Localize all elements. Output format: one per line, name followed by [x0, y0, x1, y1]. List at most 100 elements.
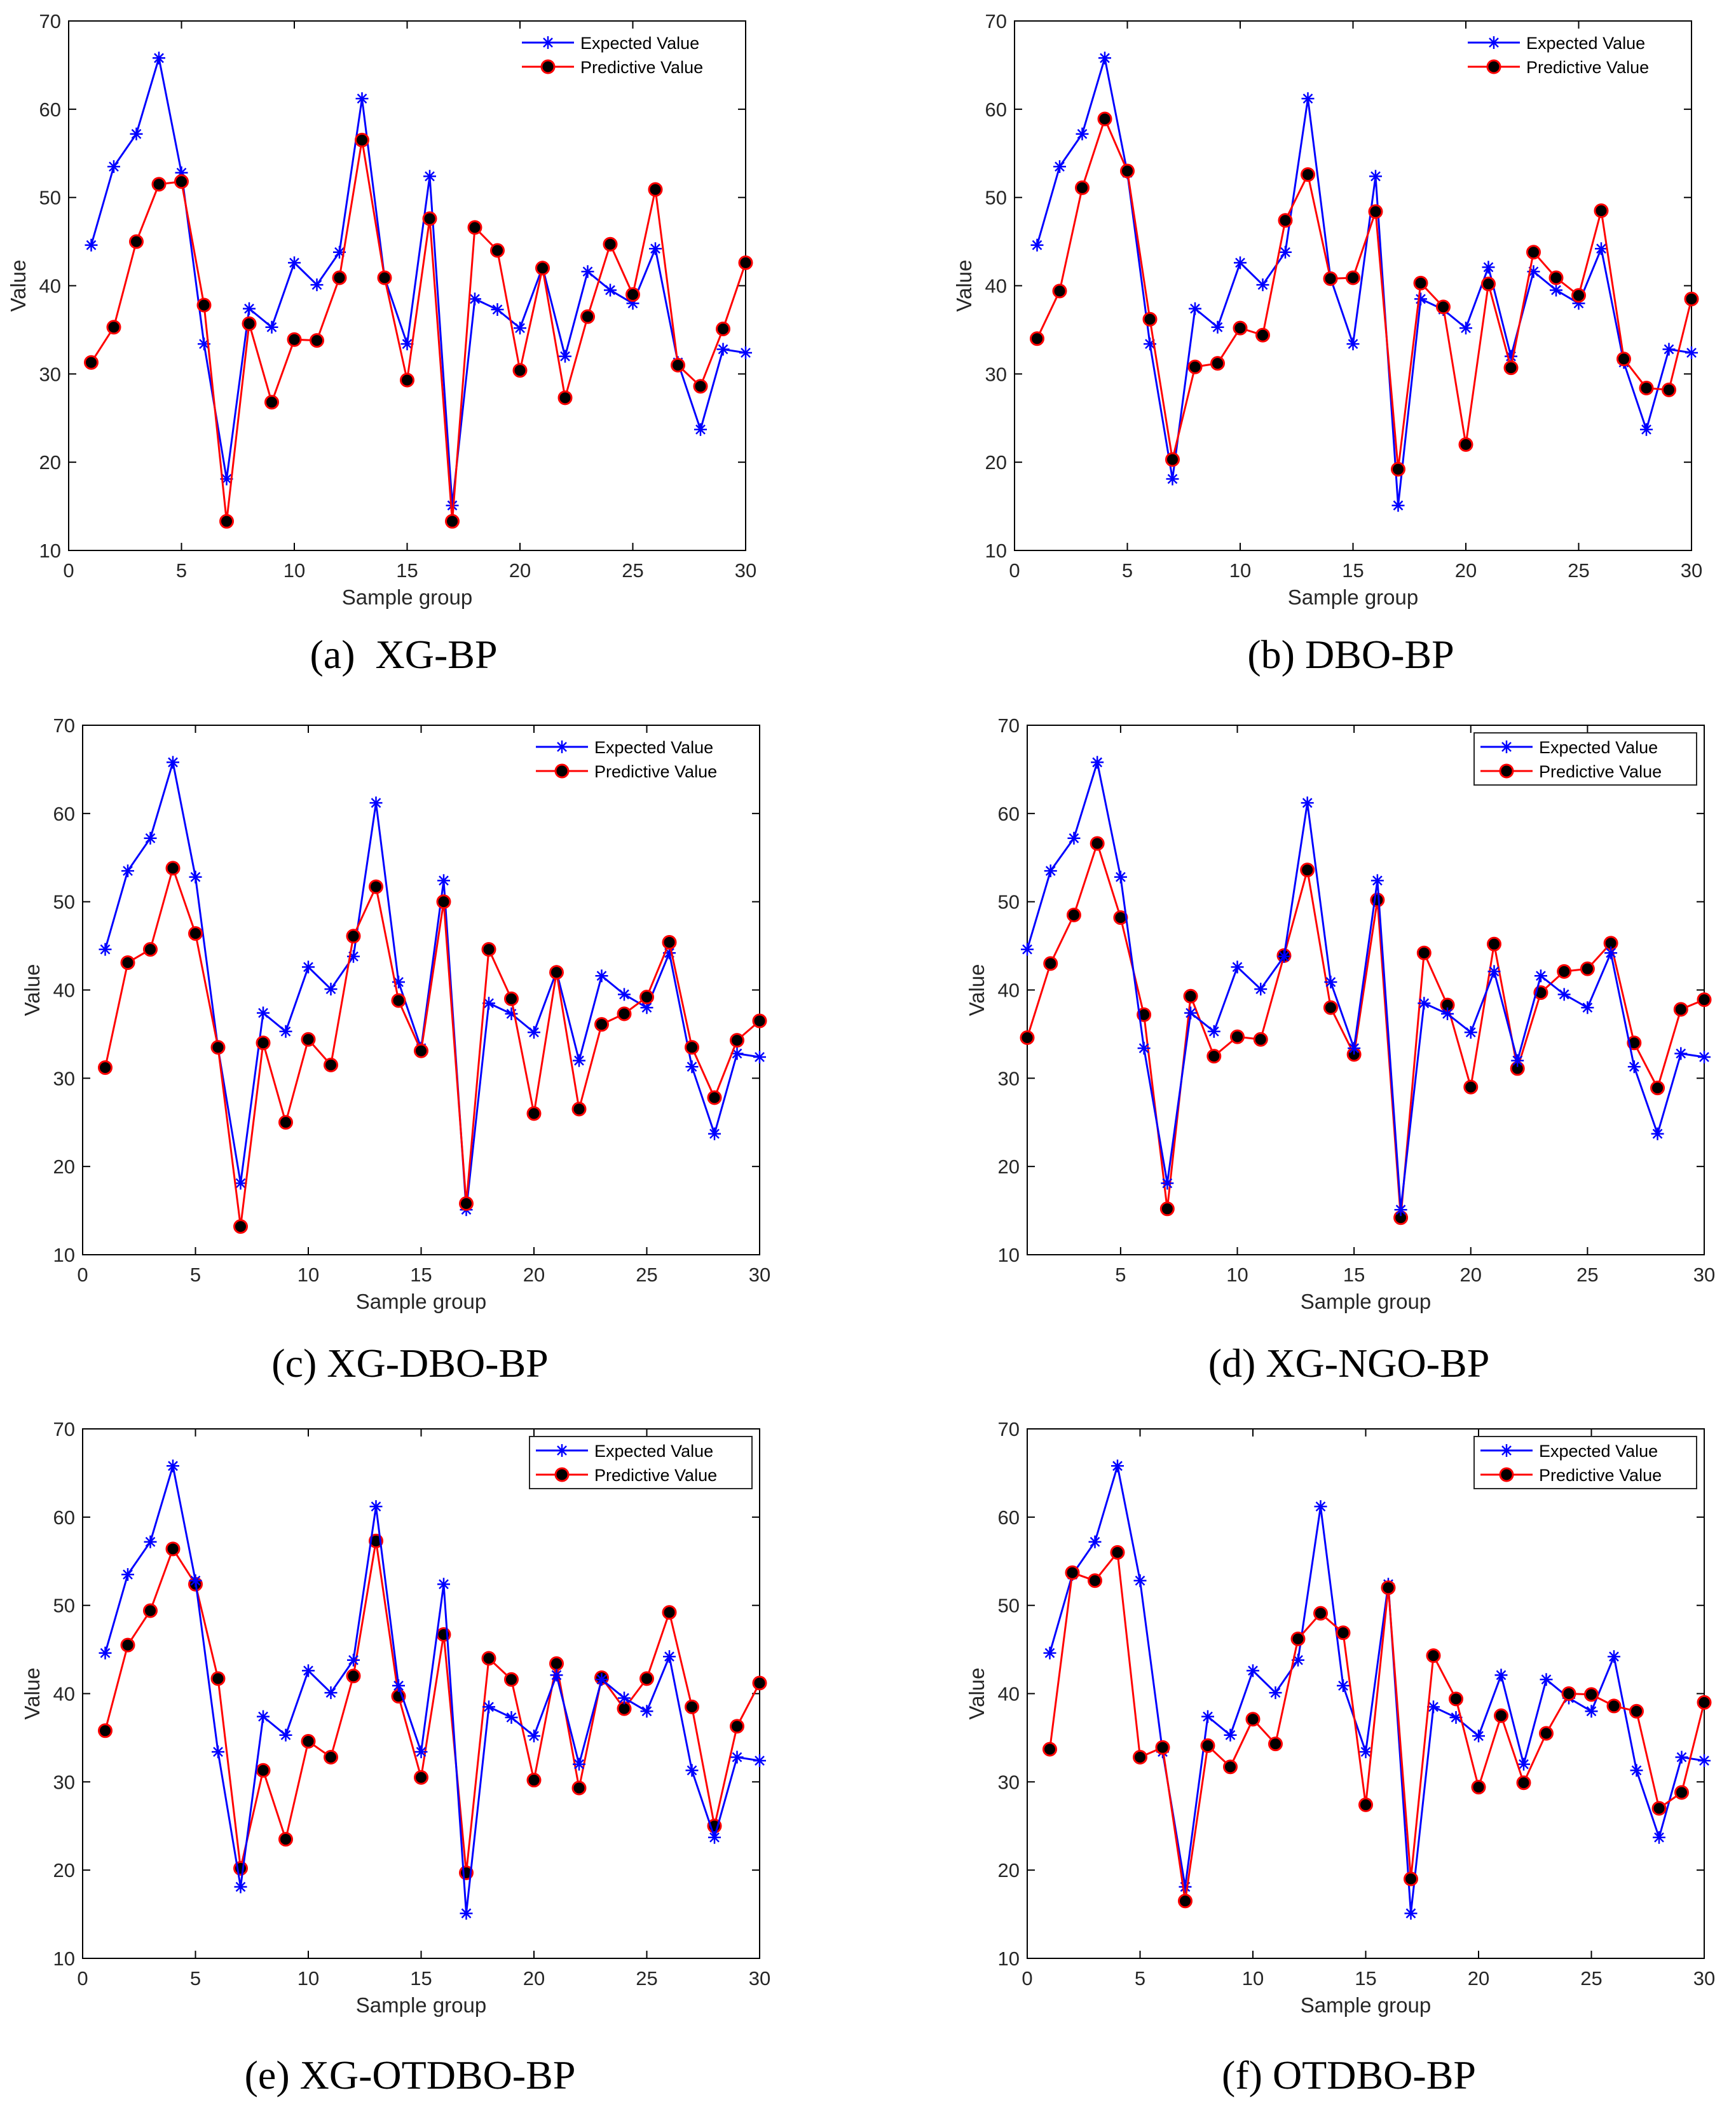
expected-value-point [1021, 943, 1034, 956]
y-tick-label: 60 [53, 1506, 75, 1529]
expected-value-point [1630, 1764, 1643, 1777]
predictive-value-point [1571, 288, 1586, 303]
expected-value-point [369, 1500, 383, 1513]
predictive-value-point [535, 261, 550, 276]
expected-value-point [708, 1831, 721, 1844]
expected-value-line [104, 1465, 760, 1914]
expected-value-point [753, 1051, 766, 1064]
expected-value-point [1487, 965, 1501, 978]
expected-value-point [257, 1710, 270, 1723]
y-tick-label: 40 [53, 1683, 75, 1705]
predictive-value-point [1416, 945, 1432, 960]
predictive-value-point [1674, 1785, 1689, 1800]
expected-value-point [1161, 1177, 1174, 1190]
legend-star-marker [556, 741, 568, 753]
y-tick-label: 70 [998, 714, 1020, 737]
predictive-value-point [1066, 907, 1081, 922]
y-axis-label: Value [952, 260, 976, 312]
y-tick-label: 40 [39, 275, 61, 297]
expected-value-point [1359, 1745, 1372, 1759]
predictive-value-line [104, 1541, 761, 1873]
predictive-value-point [210, 1040, 226, 1055]
x-axis-label: Sample group [356, 1290, 486, 1313]
expected-value-point [302, 1664, 315, 1677]
y-tick-label: 30 [53, 1067, 75, 1089]
legend-circle-marker [554, 763, 570, 779]
predictive-value-point [1471, 1780, 1486, 1795]
plot-area [1027, 725, 1705, 1255]
legend-circle-marker [540, 59, 556, 74]
expected-value-point [1166, 472, 1179, 486]
chart-panel-6: 10 20 30 40 50 60 70 0 5 10 15 20 25 30 Sample group Va… [964, 1416, 1723, 2041]
predictive-value-point [1043, 956, 1058, 971]
predictive-value-point [707, 1090, 722, 1105]
x-tick-label: 30 [749, 1967, 770, 1990]
y-tick-label: 50 [998, 891, 1020, 913]
predictive-value-point [346, 1669, 361, 1684]
expected-value-point [1557, 988, 1571, 1001]
expected-value-point [212, 1745, 224, 1759]
predictive-value-point [346, 929, 361, 944]
predictive-value-point [1336, 1625, 1351, 1641]
expected-value-point [1114, 870, 1127, 884]
predictive-value-point [414, 1770, 428, 1785]
legend-label: Expected Value [580, 34, 699, 53]
expected-value-point [1044, 864, 1057, 878]
expected-value-point [243, 302, 256, 315]
x-tick-label: 20 [1460, 1264, 1482, 1286]
y-tick-label: 20 [39, 451, 61, 474]
expected-value-point [1653, 1831, 1665, 1844]
predictive-value-point [301, 1733, 316, 1749]
predictive-value-point [1301, 167, 1315, 182]
predictive-value-point [603, 236, 618, 252]
expected-value-point [581, 265, 594, 278]
expected-value-point [130, 127, 143, 140]
predictive-value-point [436, 894, 451, 910]
predictive-value-point [639, 990, 654, 1005]
predictive-value-point [1120, 163, 1135, 179]
y-tick-label: 70 [985, 10, 1007, 32]
predictive-value-point [1290, 1631, 1306, 1646]
expected-value-point [279, 1728, 292, 1742]
x-tick-label: 20 [509, 559, 531, 582]
predictive-value-point [256, 1763, 271, 1778]
legend: Expected Value Predictive Value [536, 738, 717, 781]
panel-caption: (e) XG-OTDBO-BP [244, 2052, 576, 2098]
legend-label: Expected Value [594, 738, 713, 757]
expected-value-point [1098, 51, 1111, 65]
predictive-value-point [120, 955, 135, 970]
expected-value-point [1627, 1060, 1641, 1074]
y-tick-label: 40 [985, 275, 1007, 297]
predictive-value-point [662, 1605, 677, 1620]
x-tick-label: 30 [1693, 1264, 1715, 1286]
panel-caption: (c) XG-DBO-BP [271, 1341, 549, 1386]
predictive-value-point [106, 320, 121, 335]
expected-value-point [618, 1691, 631, 1705]
x-tick-label: 0 [77, 1264, 88, 1286]
expected-value-point [1414, 292, 1427, 306]
predictive-value-point [1404, 1871, 1418, 1887]
predictive-value-point [1110, 1545, 1125, 1560]
legend-label: Predictive Value [594, 762, 717, 781]
panel-caption: (b) DBO-BP [1247, 632, 1454, 677]
predictive-value-point [1650, 1081, 1665, 1096]
predictive-value-point [174, 174, 189, 189]
legend: Expected Value Predictive Value [522, 34, 703, 77]
predictive-value-point [1516, 1775, 1531, 1791]
y-tick-label: 40 [998, 1683, 1020, 1705]
expected-value-point [1324, 976, 1337, 989]
predictive-value-point [242, 316, 257, 331]
predictive-value-point [1090, 836, 1105, 851]
predictive-value-point [1697, 1695, 1712, 1710]
predictive-value-point [1300, 863, 1315, 878]
predictive-value-point [377, 270, 392, 285]
predictive-value-point [1662, 382, 1676, 397]
expected-value-point [1685, 346, 1698, 360]
expected-value-point [640, 1705, 653, 1718]
predictive-value-point [278, 1832, 293, 1847]
x-tick-label: 25 [1568, 559, 1589, 582]
predictive-value-point [685, 1040, 699, 1055]
predictive-value-point [1606, 1698, 1622, 1714]
predictive-value-point [1413, 275, 1428, 290]
x-tick-label: 10 [1229, 559, 1251, 582]
